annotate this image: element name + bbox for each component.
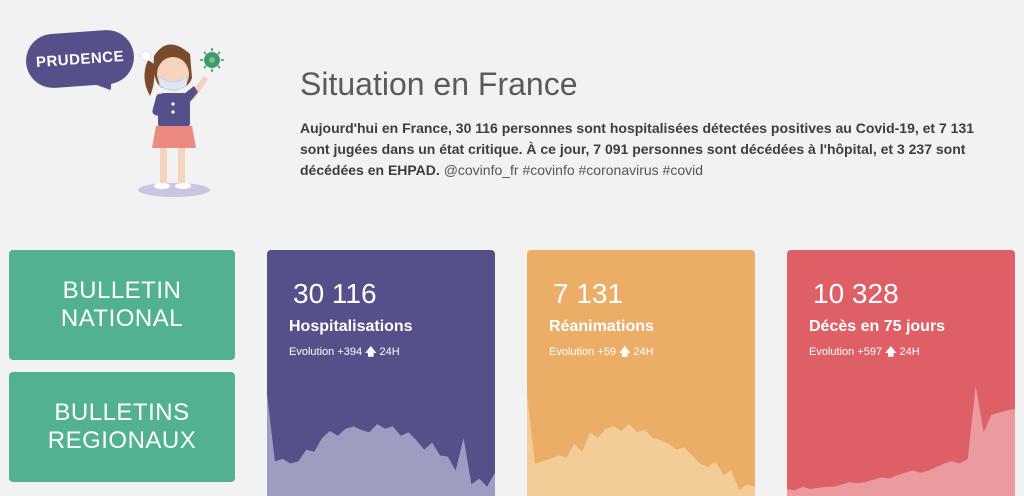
- reanimations-card[interactable]: 7 131 Réanimations Evolution +59 🡅 24H: [527, 250, 755, 496]
- hospitalisations-trend-chart: [267, 393, 495, 496]
- evolution-prefix: Evolution: [549, 346, 595, 358]
- trend-area: [787, 385, 1015, 496]
- trend-area: [527, 393, 755, 496]
- bulletin-national-label: BULLETIN NATIONAL: [60, 277, 184, 332]
- hero-section: PRUDENCE: [0, 0, 1024, 230]
- deces-trend-chart: [787, 385, 1015, 496]
- hospitalisations-evolution: Evolution +394 🡅 24H: [289, 343, 400, 362]
- trend-area: [267, 393, 495, 496]
- arrow-up-icon: 🡅: [885, 346, 897, 358]
- reanimations-count: 7 131: [553, 278, 624, 309]
- hospitalisations-card[interactable]: 30 116 Hospitalisations Evolution +394 🡅…: [267, 250, 495, 496]
- bulletins-regionaux-label: BULLETINS REGIONAUX: [47, 399, 197, 454]
- hospitalisations-label: Hospitalisations: [289, 318, 413, 335]
- evolution-unit: 24H: [633, 346, 654, 358]
- evolution-unit: 24H: [899, 346, 920, 358]
- virus-icon: [200, 48, 224, 72]
- evolution-prefix: Evolution: [809, 346, 855, 358]
- evolution-prefix: Evolution: [289, 346, 335, 358]
- deces-evolution: Evolution +597 🡅 24H: [809, 343, 920, 362]
- reanimations-evolution: Evolution +59 🡅 24H: [549, 343, 654, 362]
- evolution-value: +59: [597, 346, 616, 358]
- reanimations-trend-chart: [527, 393, 755, 496]
- arrow-up-icon: 🡅: [365, 346, 377, 358]
- situation-summary: Aujourd'hui en France, 30 116 personnes …: [300, 118, 1000, 181]
- hospitalisations-count: 30 116: [293, 278, 377, 309]
- evolution-value: +597: [857, 346, 883, 358]
- summary-text: Aujourd'hui en France, 30 116 personnes …: [300, 120, 975, 178]
- bulletins-regionaux-button[interactable]: BULLETINS REGIONAUX: [9, 372, 235, 482]
- reanimations-label: Réanimations: [549, 318, 654, 335]
- deces-label: Décès en 75 jours: [809, 318, 946, 335]
- summary-hashtags[interactable]: @covinfo_fr #covinfo #coronavirus #covid: [443, 162, 704, 178]
- bulletin-national-button[interactable]: BULLETIN NATIONAL: [9, 250, 235, 360]
- arrow-up-icon: 🡅: [619, 346, 631, 358]
- masked-girl-illustration: [138, 44, 224, 197]
- evolution-unit: 24H: [379, 346, 400, 358]
- prudence-badge: PRUDENCE: [24, 28, 136, 90]
- page-title: Situation en France: [300, 66, 578, 102]
- evolution-value: +394: [337, 346, 363, 358]
- deces-count: 10 328: [813, 278, 899, 309]
- deces-card[interactable]: 10 328 Décès en 75 jours Evolution +597 …: [787, 250, 1015, 496]
